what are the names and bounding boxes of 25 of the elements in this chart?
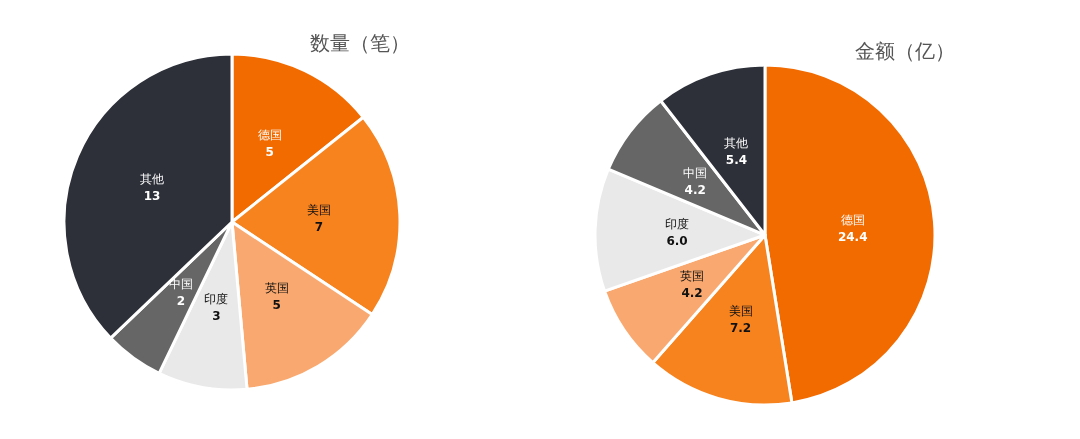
slice-label: 德国 [840,212,865,227]
data-label: 4.2 [681,285,703,300]
slice-label: 印度 [665,216,690,231]
data-label: 5 [272,298,281,313]
data-label: 4.2 [684,182,706,197]
slice-label: 印度 [204,292,229,307]
data-label: 7 [314,219,324,234]
data-label: 5 [265,145,274,160]
data-label: 6.0 [666,233,688,248]
data-label: 7.2 [729,321,752,336]
slice-label: 英国 [264,281,289,296]
data-label: 13 [143,189,161,204]
data-label: 2 [176,293,186,308]
data-label: 24.4 [837,229,868,244]
chart-title: 数量（笔） [310,31,410,55]
slice-label: 其他 [724,136,749,151]
data-label: 5.4 [725,153,748,168]
slice-label: 德国 [257,128,282,143]
slice-label: 其他 [140,172,164,187]
chart-title: 金额（亿） [855,39,955,63]
slice-label: 美国 [306,202,331,217]
slice-label: 英国 [680,268,705,283]
data-label: 3 [212,309,221,324]
slice-label: 中国 [683,165,708,180]
slice-label: 美国 [728,304,753,319]
